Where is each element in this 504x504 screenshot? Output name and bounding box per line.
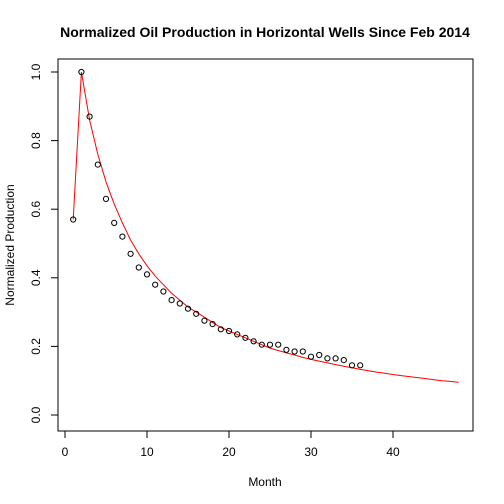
x-tick-label: 0 [62,445,69,459]
data-points-series [70,68,364,369]
data-point [275,341,282,348]
data-point [209,321,216,328]
fit-line [72,71,459,383]
data-point [307,353,315,360]
x-tick-label: 10 [140,445,154,459]
data-point [225,327,233,335]
x-tick-label: 40 [386,445,400,459]
data-point [291,348,298,355]
data-point [111,219,118,226]
data-point [242,334,249,341]
data-point [250,338,257,345]
x-tick-label: 20 [222,445,236,459]
data-point [283,346,290,353]
y-tick-label: 0.2 [29,338,43,355]
data-point [135,264,142,271]
data-point [152,281,159,288]
fit-line-series [72,71,459,383]
y-tick-label: 1.0 [29,63,43,80]
y-axis: 0.0 0.2 0.4 0.6 0.8 1.0 [29,63,59,423]
data-point [176,300,183,307]
data-point [234,331,241,338]
data-point [201,317,208,324]
y-tick-label: 0.6 [29,201,43,218]
data-point [143,271,151,278]
data-point [160,288,167,295]
data-point [299,348,306,355]
data-point [316,351,323,359]
y-tick-label: 0.8 [29,132,43,149]
data-point [324,355,331,362]
data-point [184,305,192,312]
x-tick-label: 30 [304,445,318,459]
y-axis-label: Normalized Production [3,184,17,305]
data-point [127,250,134,257]
data-point [266,341,274,348]
data-point [357,362,364,369]
data-point [119,233,126,240]
data-point [78,68,85,76]
data-point [70,216,77,223]
plot-frame [57,58,474,432]
data-point [86,113,93,120]
data-point [340,357,347,364]
x-axis: 0 10 20 30 40 [62,430,400,459]
y-tick-label: 0.0 [29,406,43,423]
chart-title: Normalized Oil Production in Horizontal … [60,24,470,40]
data-point [168,297,175,304]
y-tick-label: 0.4 [29,269,43,286]
data-point [258,341,265,348]
x-axis-label: Month [248,475,281,489]
data-point [102,195,110,202]
data-point [217,326,224,333]
data-point [332,355,339,362]
data-point [348,362,356,369]
data-point [94,161,101,168]
data-point [193,310,200,317]
